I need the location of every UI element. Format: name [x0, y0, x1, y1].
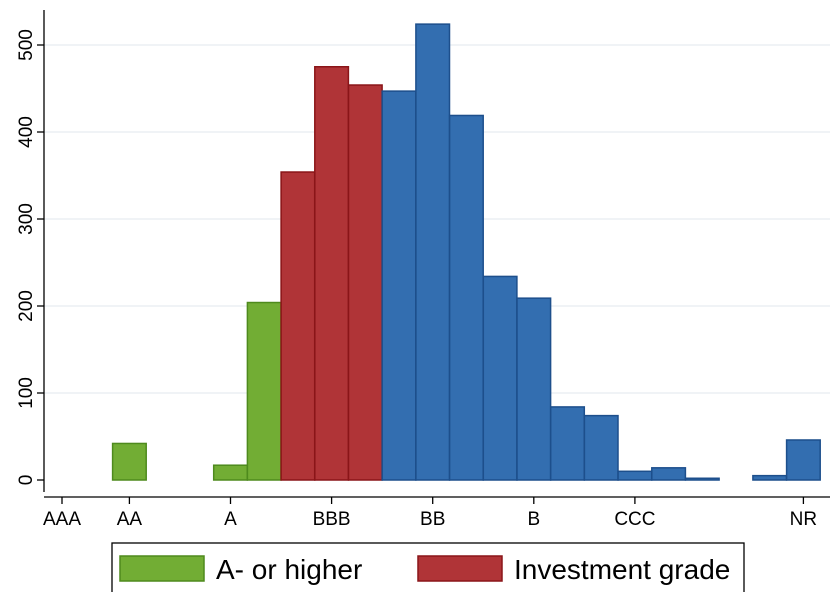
- legend-swatch: [417, 555, 503, 582]
- x-tick-label-ccc: CCC: [614, 509, 655, 530]
- bar-ccc-plus: [583, 414, 619, 481]
- bar-nr: [785, 439, 821, 481]
- bar-a-minus: [246, 301, 282, 481]
- legend-label: A- or higher: [216, 554, 362, 585]
- x-tick-label-nr: NR: [790, 509, 817, 530]
- bar-bbb-plus: [280, 171, 316, 481]
- legend-swatch: [119, 555, 205, 582]
- legend-label: Investment grade: [514, 554, 730, 585]
- x-tick-label-a: A: [224, 509, 237, 530]
- bar-bbb-minus: [347, 84, 383, 481]
- y-tick-label: 200: [16, 290, 37, 322]
- bar-a: [212, 464, 249, 481]
- x-tick-label-bbb: BBB: [313, 509, 351, 530]
- bar-bb-plus: [381, 90, 417, 481]
- bar-b-minus: [549, 406, 586, 481]
- x-tick-label-aaa: AAA: [43, 509, 81, 530]
- legend: A- or higher Investment grade: [111, 542, 745, 592]
- x-tick-label-aa: AA: [117, 509, 143, 530]
- bar-d: [752, 474, 788, 481]
- y-tick-label: 0: [16, 475, 37, 486]
- bar-ccc-minus: [651, 467, 687, 481]
- bar-bbb: [314, 66, 350, 481]
- bar-aa: [111, 442, 147, 481]
- bar-bb: [415, 23, 451, 481]
- y-tick-label: 300: [16, 203, 37, 235]
- bar-bb-minus: [448, 114, 484, 481]
- y-tick-label: 500: [16, 29, 37, 61]
- bar-cc: [684, 477, 720, 481]
- y-tick-label: 100: [16, 377, 37, 409]
- bars: [111, 23, 821, 481]
- bar-b: [516, 297, 552, 481]
- bar-b-plus: [482, 275, 518, 481]
- x-tick-label-bb: BB: [420, 509, 445, 530]
- y-tick-label: 400: [16, 116, 37, 148]
- bar-ccc: [617, 470, 653, 481]
- x-tick-label-b: B: [527, 509, 540, 530]
